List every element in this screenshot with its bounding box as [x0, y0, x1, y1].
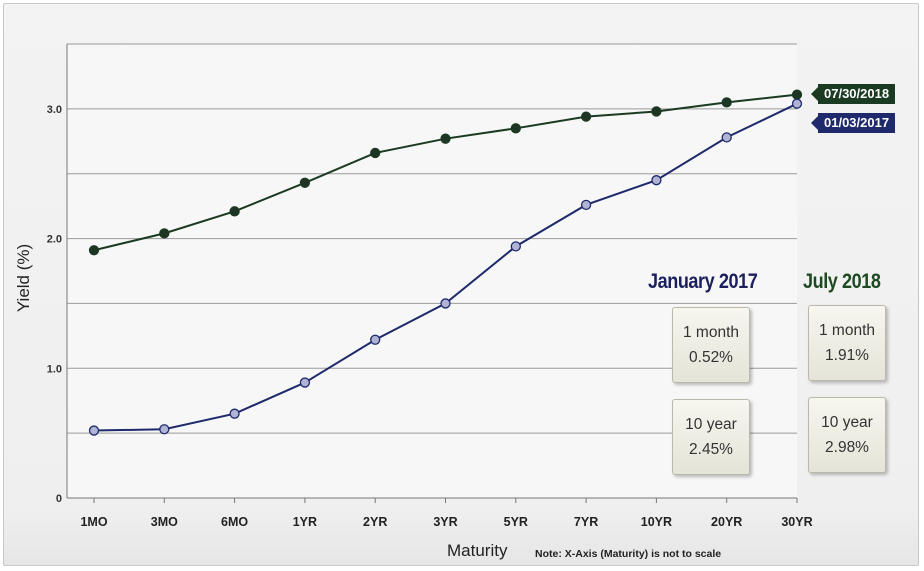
- series-0-point-20yr: [721, 97, 732, 108]
- jul-1-month-box: 1 month 1.91%: [808, 305, 886, 381]
- y-axis-label: Yield (%): [14, 243, 33, 313]
- series-1-point-20yr: [721, 132, 732, 143]
- series-0-point-7yr: [580, 111, 592, 122]
- series-0-point-6mo: [229, 206, 240, 217]
- series-1-point-1mo: [88, 425, 100, 436]
- y-tick-label-3: 3.0: [47, 104, 62, 116]
- x-tick-label-1yr: 1YR: [293, 515, 317, 529]
- jan-10-year-value: 2.45%: [689, 441, 733, 458]
- x-tick-label-1mo: 1MO: [80, 515, 107, 529]
- x-tick-label-7yr: 7YR: [574, 515, 598, 529]
- x-tick-label-10yr: 10YR: [641, 515, 672, 529]
- x-axis-label: Maturity: [447, 541, 508, 560]
- series-tag-2018: 07/30/2018: [810, 84, 896, 104]
- jan-1-month-value: 0.52%: [689, 349, 733, 366]
- x-tick-label-3yr: 3YR: [433, 515, 457, 529]
- series-0-point-5yr: [510, 123, 521, 134]
- jan-10-year-box: 10 year 2.45%: [672, 399, 750, 475]
- series-1-point-2yr: [370, 334, 381, 345]
- x-tick-label-6mo: 6MO: [221, 515, 248, 529]
- y-tick-label-1: 1.0: [47, 363, 62, 375]
- jan-10-year-label: 10 year: [685, 416, 737, 433]
- series-0-point-10yr: [651, 106, 662, 117]
- x-tick-label-5yr: 5YR: [504, 515, 528, 529]
- jul-10-year-value: 2.98%: [825, 439, 869, 456]
- series-1-point-1yr: [299, 377, 311, 388]
- series-0-point-3mo: [159, 228, 170, 239]
- series-0-point-1mo: [88, 245, 100, 256]
- series-0-point-30yr: [791, 89, 803, 100]
- july-2018-heading: July 2018: [803, 270, 881, 293]
- jul-10-year-box: 10 year 2.98%: [808, 397, 886, 473]
- series-0-point-1yr: [299, 177, 311, 188]
- january-2017-heading: January 2017: [648, 270, 758, 293]
- x-tick-label-2yr: 2YR: [363, 515, 387, 529]
- x-tick-label-30yr: 30YR: [781, 515, 812, 529]
- x-tick-label-3mo: 3MO: [151, 515, 178, 529]
- series-tag-2017: 01/03/2017: [810, 113, 896, 133]
- jul-10-year-label: 10 year: [821, 414, 873, 431]
- series-0-point-2yr: [370, 147, 381, 159]
- axis-note: Note: X-Axis (Maturity) is not to scale: [535, 548, 722, 560]
- jul-1-month-value: 1.91%: [825, 347, 869, 364]
- series-1-point-30yr: [791, 98, 803, 109]
- series-1-point-6mo: [229, 408, 240, 419]
- y-tick-label-2: 2.0: [47, 234, 62, 246]
- series-0-point-3yr: [440, 133, 451, 144]
- series-1-point-3yr: [440, 298, 451, 309]
- series-1-point-3mo: [159, 424, 170, 435]
- x-tick-label-20yr: 20YR: [711, 515, 742, 529]
- series-1-point-10yr: [651, 175, 662, 186]
- series-1-point-5yr: [510, 241, 521, 252]
- series-1-point-7yr: [580, 199, 592, 210]
- y-tick-label-0: 0: [56, 493, 62, 505]
- jul-1-month-label: 1 month: [818, 322, 875, 339]
- jan-1-month-box: 1 month 0.52%: [672, 307, 750, 383]
- jan-1-month-label: 1 month: [682, 324, 739, 341]
